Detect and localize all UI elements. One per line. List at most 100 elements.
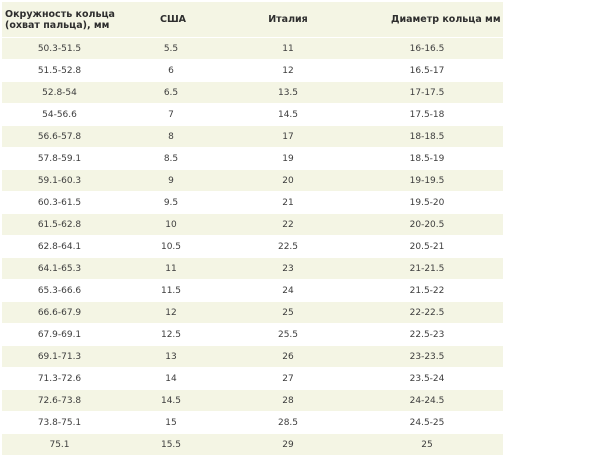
cell-diameter: 19-19.5	[347, 169, 503, 192]
table-row: 64.1-65.3 11 23 21-21.5	[2, 257, 503, 280]
cell-circumference: 72.6-73.8	[2, 389, 117, 412]
table-row: 59.1-60.3 9 20 19-19.5	[2, 169, 503, 192]
table-row: 56.6-57.8 8 17 18-18.5	[2, 125, 503, 148]
table-row: 65.3-66.6 11.5 24 21.5-22	[2, 279, 503, 302]
table-row: 71.3-72.6 14 27 23.5-24	[2, 367, 503, 390]
table-row: 57.8-59.1 8.5 19 18.5-19	[2, 147, 503, 170]
table-row: 50.3-51.5 5.5 11 16-16.5	[2, 37, 503, 60]
cell-circumference: 75.1	[2, 433, 117, 456]
cell-italy: 28.5	[229, 411, 347, 434]
cell-usa: 10.5	[117, 235, 229, 258]
cell-italy: 19	[229, 147, 347, 170]
cell-diameter: 24.5-25	[347, 411, 503, 434]
header-italy: Италия	[229, 2, 347, 38]
cell-diameter: 20.5-21	[347, 235, 503, 258]
cell-usa: 7	[117, 103, 229, 126]
table-row: 67.9-69.1 12.5 25.5 22.5-23	[2, 323, 503, 346]
table-row: 72.6-73.8 14.5 28 24-24.5	[2, 389, 503, 412]
cell-diameter: 18.5-19	[347, 147, 503, 170]
cell-usa: 11	[117, 257, 229, 280]
cell-italy: 26	[229, 345, 347, 368]
cell-italy: 22	[229, 213, 347, 236]
cell-usa: 15.5	[117, 433, 229, 456]
table-row: 61.5-62.8 10 22 20-20.5	[2, 213, 503, 236]
cell-usa: 9	[117, 169, 229, 192]
cell-diameter: 16-16.5	[347, 37, 503, 60]
table-row: 54-56.6 7 14.5 17.5-18	[2, 103, 503, 126]
cell-circumference: 69.1-71.3	[2, 345, 117, 368]
cell-usa: 8.5	[117, 147, 229, 170]
cell-diameter: 25	[347, 433, 503, 456]
table-row: 75.1 15.5 29 25	[2, 433, 503, 456]
cell-usa: 13	[117, 345, 229, 368]
cell-diameter: 21-21.5	[347, 257, 503, 280]
cell-italy: 14.5	[229, 103, 347, 126]
header-circumference: Окружность кольца (охват пальца), мм	[2, 2, 117, 38]
cell-diameter: 22-22.5	[347, 301, 503, 324]
cell-diameter: 22.5-23	[347, 323, 503, 346]
cell-italy: 22.5	[229, 235, 347, 258]
cell-circumference: 51.5-52.8	[2, 59, 117, 82]
cell-italy: 23	[229, 257, 347, 280]
cell-usa: 6.5	[117, 81, 229, 104]
cell-circumference: 67.9-69.1	[2, 323, 117, 346]
cell-italy: 13.5	[229, 81, 347, 104]
table-row: 51.5-52.8 6 12 16.5-17	[2, 59, 503, 82]
cell-circumference: 65.3-66.6	[2, 279, 117, 302]
cell-circumference: 73.8-75.1	[2, 411, 117, 434]
cell-diameter: 20-20.5	[347, 213, 503, 236]
cell-circumference: 64.1-65.3	[2, 257, 117, 280]
cell-italy: 28	[229, 389, 347, 412]
cell-diameter: 24-24.5	[347, 389, 503, 412]
cell-italy: 12	[229, 59, 347, 82]
cell-usa: 14	[117, 367, 229, 390]
cell-usa: 10	[117, 213, 229, 236]
cell-italy: 25.5	[229, 323, 347, 346]
cell-diameter: 21.5-22	[347, 279, 503, 302]
cell-usa: 14.5	[117, 389, 229, 412]
cell-italy: 29	[229, 433, 347, 456]
cell-italy: 21	[229, 191, 347, 214]
cell-usa: 12.5	[117, 323, 229, 346]
cell-usa: 5.5	[117, 37, 229, 60]
cell-italy: 17	[229, 125, 347, 148]
table-row: 52.8-54 6.5 13.5 17-17.5	[2, 81, 503, 104]
cell-italy: 25	[229, 301, 347, 324]
cell-diameter: 23.5-24	[347, 367, 503, 390]
table-row: 60.3-61.5 9.5 21 19.5-20	[2, 191, 503, 214]
cell-diameter: 16.5-17	[347, 59, 503, 82]
page: Окружность кольца (охват пальца), мм США…	[2, 2, 503, 456]
cell-circumference: 54-56.6	[2, 103, 117, 126]
cell-italy: 20	[229, 169, 347, 192]
cell-diameter: 18-18.5	[347, 125, 503, 148]
cell-usa: 6	[117, 59, 229, 82]
ring-size-table: Окружность кольца (охват пальца), мм США…	[2, 2, 503, 456]
cell-circumference: 61.5-62.8	[2, 213, 117, 236]
cell-circumference: 57.8-59.1	[2, 147, 117, 170]
cell-circumference: 60.3-61.5	[2, 191, 117, 214]
cell-diameter: 17.5-18	[347, 103, 503, 126]
cell-circumference: 59.1-60.3	[2, 169, 117, 192]
cell-usa: 9.5	[117, 191, 229, 214]
table-body: 50.3-51.5 5.5 11 16-16.5 51.5-52.8 6 12 16.5-17…	[2, 37, 503, 456]
table-row: 73.8-75.1 15 28.5 24.5-25	[2, 411, 503, 434]
header-diameter: Диаметр кольца мм	[347, 2, 503, 38]
cell-circumference: 50.3-51.5	[2, 37, 117, 60]
cell-circumference: 62.8-64.1	[2, 235, 117, 258]
cell-circumference: 71.3-72.6	[2, 367, 117, 390]
cell-usa: 11.5	[117, 279, 229, 302]
table-row: 69.1-71.3 13 26 23-23.5	[2, 345, 503, 368]
cell-diameter: 19.5-20	[347, 191, 503, 214]
cell-usa: 12	[117, 301, 229, 324]
cell-italy: 27	[229, 367, 347, 390]
cell-circumference: 56.6-57.8	[2, 125, 117, 148]
cell-diameter: 23-23.5	[347, 345, 503, 368]
cell-usa: 15	[117, 411, 229, 434]
cell-usa: 8	[117, 125, 229, 148]
cell-italy: 24	[229, 279, 347, 302]
cell-circumference: 52.8-54	[2, 81, 117, 104]
cell-italy: 11	[229, 37, 347, 60]
cell-diameter: 17-17.5	[347, 81, 503, 104]
table-row: 62.8-64.1 10.5 22.5 20.5-21	[2, 235, 503, 258]
table-header-row: Окружность кольца (охват пальца), мм США…	[2, 2, 503, 38]
